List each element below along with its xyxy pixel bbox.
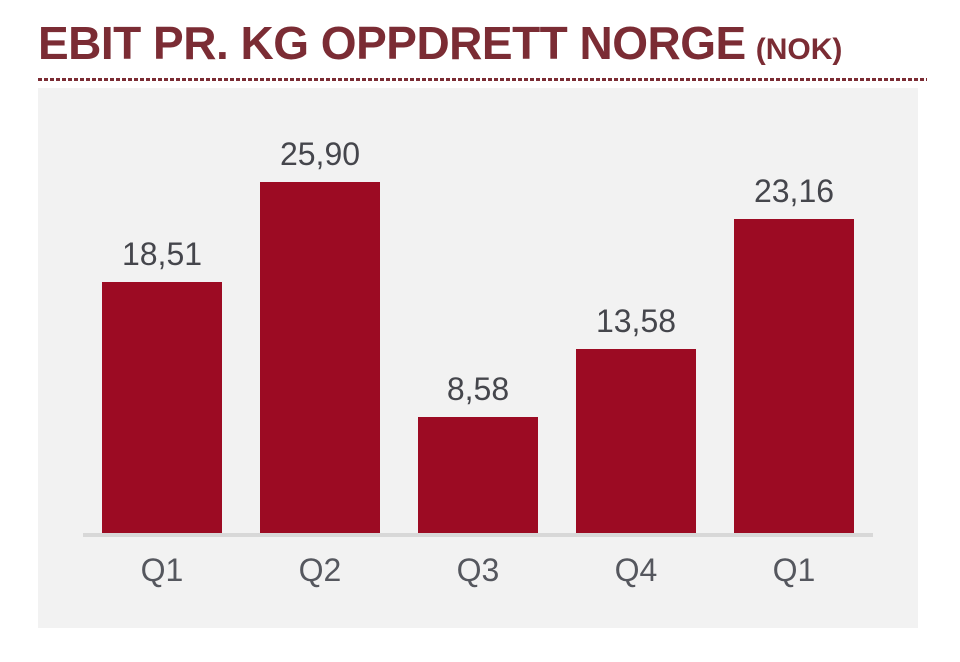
- bar-slot: 23,16: [715, 88, 873, 533]
- x-axis-line: [83, 533, 873, 537]
- bar-slot: 18,51: [83, 88, 241, 533]
- x-axis-label: Q1: [140, 552, 184, 588]
- title-underline-rule: [38, 78, 927, 81]
- x-axis-label: Q2: [298, 552, 342, 588]
- bar-value-label: 13,58: [595, 303, 677, 339]
- bar-value-label: 23,16: [753, 173, 835, 209]
- plot-panel: 18,51 25,90 8,58 13,58 23,16 Q1 Q2 Q3 Q4 Q1: [38, 88, 918, 628]
- x-axis-label: Q3: [456, 552, 500, 588]
- bars-group: 18,51 25,90 8,58 13,58 23,16: [83, 88, 873, 533]
- chart-title-suffix: (NOK): [755, 33, 843, 66]
- bar-slot: 13,58: [557, 88, 715, 533]
- chart-title-main: EBIT PR. KG OPPDRETT NORGE: [38, 17, 746, 69]
- bar: [260, 182, 380, 533]
- plot-area: 18,51 25,90 8,58 13,58 23,16: [83, 88, 873, 537]
- bar: [734, 219, 854, 533]
- bar-value-label: 18,51: [121, 236, 203, 272]
- bar: [102, 282, 222, 533]
- x-axis-label: Q4: [614, 552, 658, 588]
- bar-slot: 25,90: [241, 88, 399, 533]
- bar: [418, 417, 538, 533]
- chart-title: EBIT PR. KG OPPDRETT NORGE (NOK): [38, 16, 938, 71]
- x-axis-labels: Q1 Q2 Q3 Q4 Q1: [83, 537, 873, 588]
- bar-value-label: 25,90: [279, 136, 361, 172]
- bar: [576, 349, 696, 533]
- x-axis-label: Q1: [772, 552, 816, 588]
- bar-value-label: 8,58: [446, 371, 510, 407]
- bar-slot: 8,58: [399, 88, 557, 533]
